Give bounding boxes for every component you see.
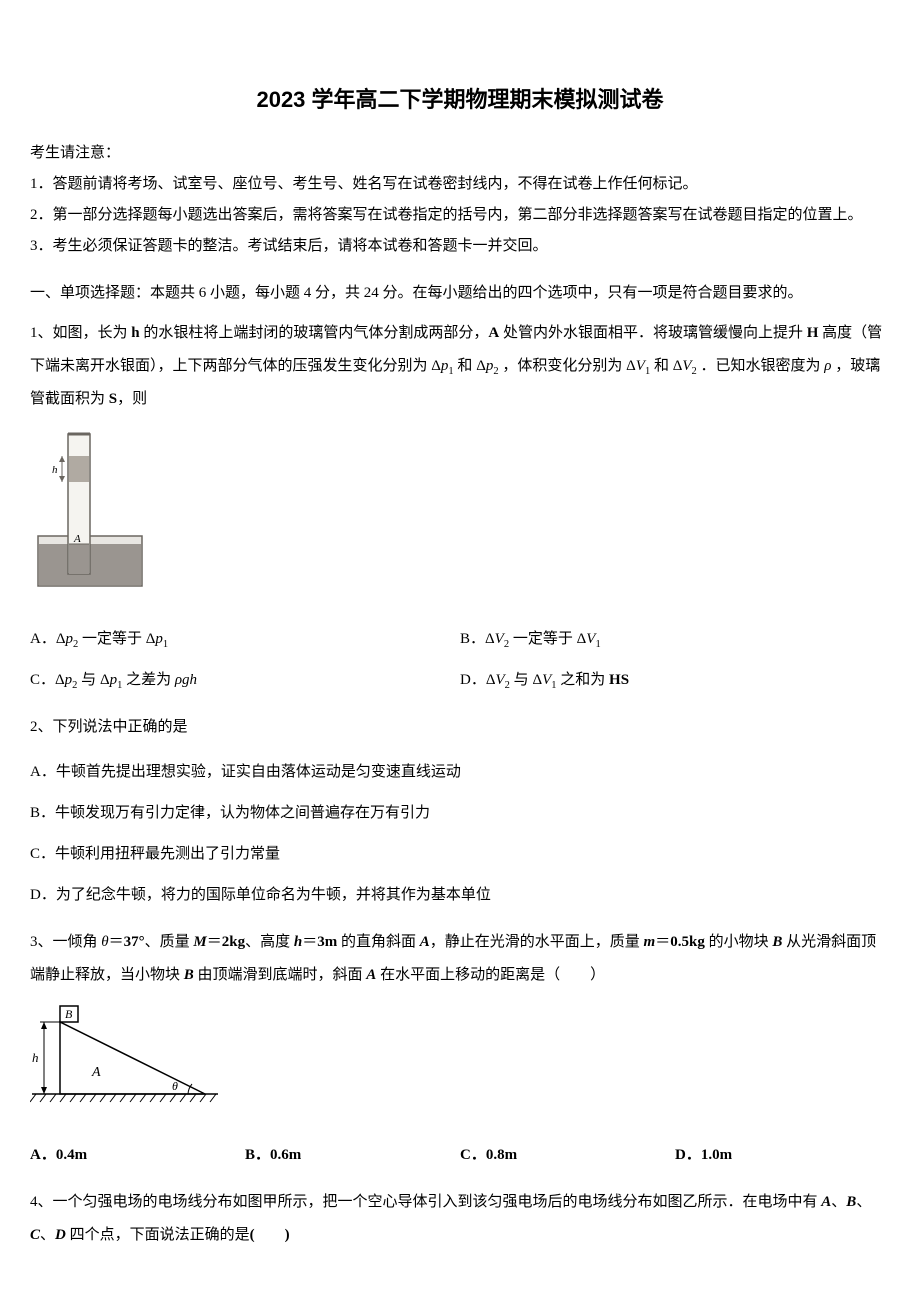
q3-figure: B h A θ [30,1002,890,1125]
q4-stem: 4、一个匀强电场的电场线分布如图甲所示，把一个空心导体引入到该匀强电场后的电场线… [30,1186,890,1252]
q1-stem: 1、如图，长为 h 的水银柱将上端封闭的玻璃管内气体分割成两部分，A 处管内外水… [30,317,890,416]
svg-text:A: A [73,533,81,545]
q1-option-c: C．Δp2 与 Δp1 之差为 ρgh [30,660,460,701]
q1-option-d: D．ΔV2 与 ΔV1 之和为 HS [460,660,890,701]
q2-options: A．牛顿首先提出理想实验，证实自由落体运动是匀变速直线运动 B．牛顿发现万有引力… [30,752,890,916]
notice-item-1: 1．答题前请将考场、试室号、座位号、考生号、姓名写在试卷密封线内，不得在试卷上作… [30,171,890,198]
q2-stem: 2、下列说法中正确的是 [30,711,890,744]
q3-stem: 3、一倾角 θ＝37°、质量 M＝2kg、高度 h＝3m 的直角斜面 A，静止在… [30,926,890,992]
svg-text:B: B [65,1007,73,1021]
q3-option-b: B．0.6m [245,1135,460,1176]
q2-option-a: A．牛顿首先提出理想实验，证实自由落体运动是匀变速直线运动 [30,752,890,793]
question-3: 3、一倾角 θ＝37°、质量 M＝2kg、高度 h＝3m 的直角斜面 A，静止在… [30,926,890,1176]
q3-options: A．0.4m B．0.6m C．0.8m D．1.0m [30,1135,890,1176]
q3-option-c: C．0.8m [460,1135,675,1176]
q2-option-d: D．为了纪念牛顿，将力的国际单位命名为牛顿，并将其作为基本单位 [30,875,890,916]
notice-item-2: 2．第一部分选择题每小题选出答案后，需将答案写在试卷指定的括号内，第二部分非选择… [30,202,890,229]
svg-text:A: A [91,1065,101,1080]
svg-text:h: h [52,464,58,476]
question-4: 4、一个匀强电场的电场线分布如图甲所示，把一个空心导体引入到该匀强电场后的电场线… [30,1186,890,1252]
question-2: 2、下列说法中正确的是 A．牛顿首先提出理想实验，证实自由落体运动是匀变速直线运… [30,711,890,916]
svg-text:θ: θ [172,1079,178,1093]
exam-title: 2023 学年高二下学期物理期末模拟测试卷 [30,80,890,120]
q3-option-d: D．1.0m [675,1135,890,1176]
q1-figure: h A [30,426,890,609]
q1-options: A．Δp2 一定等于 Δp1 B．ΔV2 一定等于 ΔV1 C．Δp2 与 Δp… [30,619,890,701]
q2-option-c: C．牛顿利用扭秤最先测出了引力常量 [30,834,890,875]
section-1-intro: 一、单项选择题：本题共 6 小题，每小题 4 分，共 24 分。在每小题给出的四… [30,280,890,307]
q1-option-a: A．Δp2 一定等于 Δp1 [30,619,460,660]
question-1: 1、如图，长为 h 的水银柱将上端封闭的玻璃管内气体分割成两部分，A 处管内外水… [30,317,890,701]
notice-item-3: 3．考生必须保证答题卡的整洁。考试结束后，请将本试卷和答题卡一并交回。 [30,233,890,260]
q3-option-a: A．0.4m [30,1135,245,1176]
svg-text:h: h [32,1050,39,1065]
notice-heading: 考生请注意： [30,140,890,167]
q2-option-b: B．牛顿发现万有引力定律，认为物体之间普遍存在万有引力 [30,793,890,834]
q1-option-b: B．ΔV2 一定等于 ΔV1 [460,619,890,660]
